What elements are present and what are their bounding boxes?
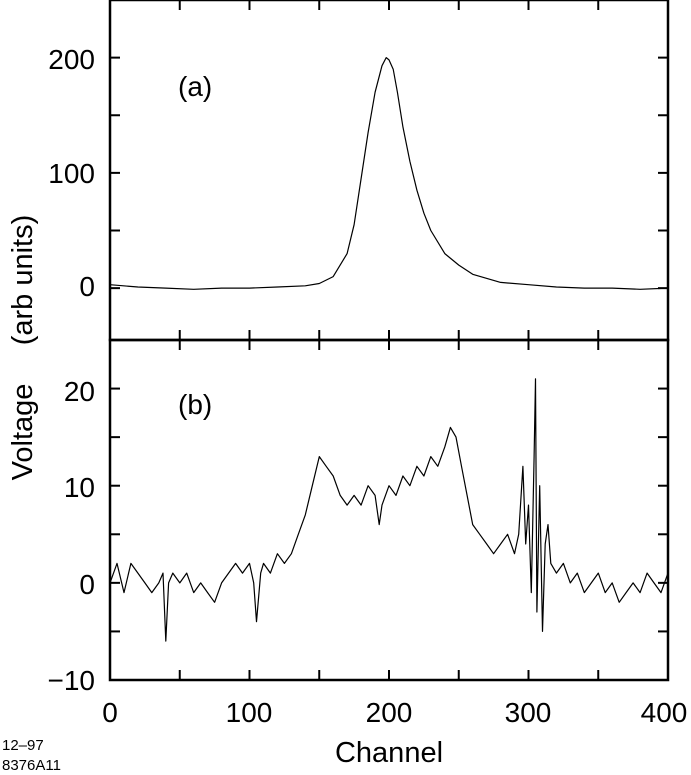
b-y-tick-10: 10 — [64, 472, 95, 503]
panel-b-series-line — [109, 378, 669, 642]
b-y-tick-0: 0 — [79, 569, 95, 600]
axis-ticks — [110, 0, 668, 680]
y-axis-title-voltage: Voltage — [7, 384, 39, 481]
a-y-tick-200: 200 — [48, 44, 95, 75]
b-y-tick-20: 20 — [64, 376, 95, 407]
x-axis-title: Channel — [335, 737, 443, 769]
y-axis-title-units: (arb units) — [7, 215, 39, 346]
footnote-code: 8376A11 — [2, 757, 61, 774]
b-y-tick-minus10: −10 — [48, 665, 96, 696]
panel-a-series-line — [109, 57, 669, 290]
a-y-tick-0: 0 — [79, 271, 95, 302]
panel-a-label: (a) — [178, 71, 212, 102]
a-y-tick-100: 100 — [48, 158, 95, 189]
x-tick-400: 400 — [641, 697, 688, 728]
x-tick-0: 0 — [102, 697, 118, 728]
footnote-date: 12–97 — [2, 737, 44, 754]
panel-b-label: (b) — [178, 389, 212, 420]
x-tick-300: 300 — [505, 697, 552, 728]
x-tick-200: 200 — [366, 697, 413, 728]
x-tick-100: 100 — [226, 697, 273, 728]
